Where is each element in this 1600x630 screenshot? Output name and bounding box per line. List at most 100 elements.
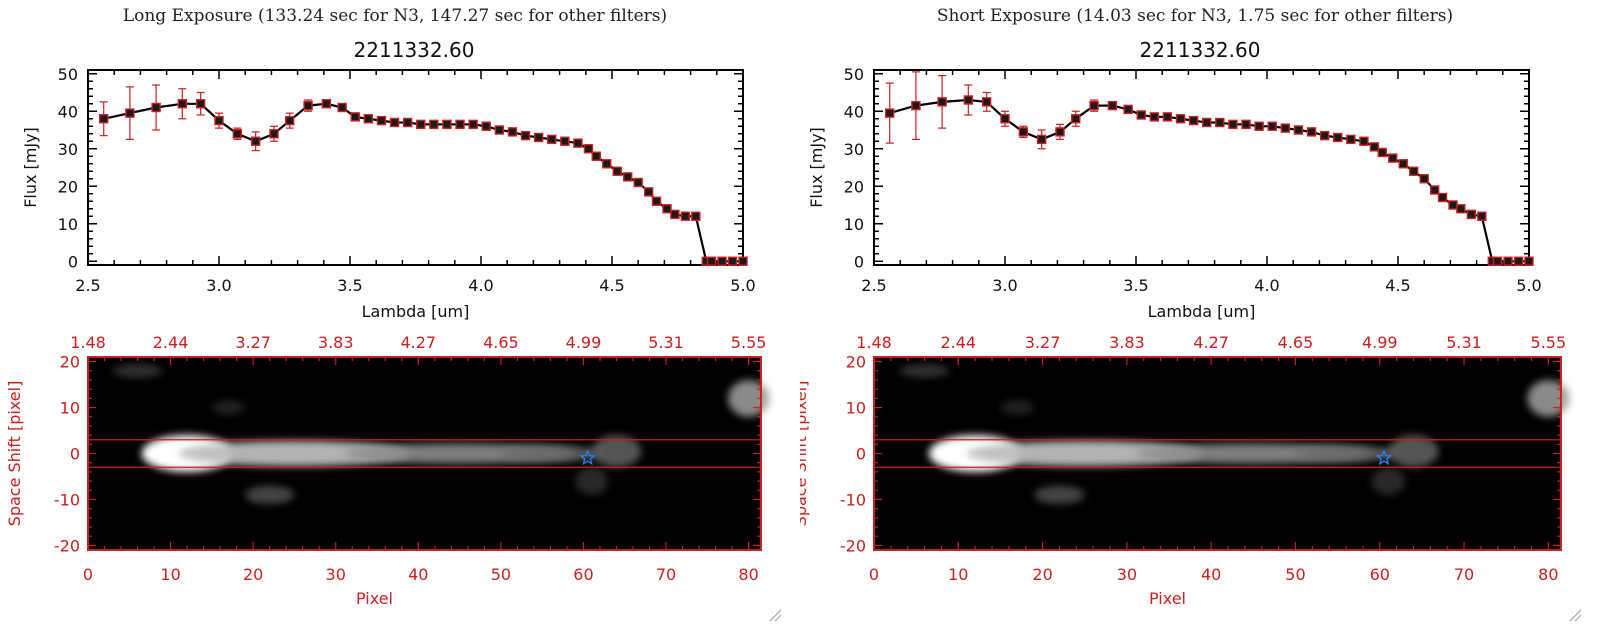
data-point bbox=[911, 100, 921, 111]
x-tick-label: 4.0 bbox=[1254, 276, 1279, 295]
emission-blob bbox=[178, 440, 411, 467]
data-point bbox=[1409, 166, 1419, 176]
y-axis-label: Flux [mJy] bbox=[21, 127, 40, 208]
y-tick-label: 10 bbox=[846, 399, 866, 418]
data-point bbox=[520, 130, 531, 141]
x-tick-label: 3.0 bbox=[206, 276, 231, 295]
data-point bbox=[507, 127, 518, 137]
data-point bbox=[1333, 132, 1343, 143]
resize-grip-icon[interactable] bbox=[1568, 608, 1582, 622]
x-tick-label: 3.5 bbox=[337, 276, 362, 295]
x-tick-label: 50 bbox=[1285, 565, 1305, 584]
emission-blob bbox=[1295, 445, 1397, 462]
data-point bbox=[670, 209, 680, 220]
data-point bbox=[1437, 192, 1448, 203]
data-point bbox=[1055, 127, 1065, 137]
x-tick-label: 4.5 bbox=[599, 276, 624, 295]
y-axis-label: Flux [mJy] bbox=[807, 127, 826, 208]
x-tick-label: 5.0 bbox=[1516, 276, 1541, 295]
data-point bbox=[680, 211, 691, 221]
data-point bbox=[125, 108, 135, 118]
emission-blob bbox=[899, 363, 950, 378]
y-tick-label: 30 bbox=[58, 140, 78, 159]
data-point bbox=[416, 119, 426, 130]
x-tick-label: 80 bbox=[738, 565, 758, 584]
data-point bbox=[727, 256, 738, 266]
x-tick-label: 10 bbox=[160, 565, 180, 584]
y-tick-label: 50 bbox=[58, 65, 78, 84]
data-point bbox=[1492, 256, 1503, 266]
data-point bbox=[560, 136, 570, 146]
exposure-caption: Short Exposure (14.03 sec for N3, 1.75 s… bbox=[936, 6, 1454, 26]
data-point bbox=[376, 115, 387, 126]
plots-svg: 2211332.60 2.5 3.0 3.5 4.0 4.5 5.0 0 10 20 30 40 50… bbox=[800, 38, 1570, 608]
x-tick-label: 20 bbox=[1032, 565, 1052, 584]
top-tick-label: 3.27 bbox=[235, 333, 271, 352]
plots-svg: 2211332.60 2.5 3.0 3.5 4.0 4.5 5.0 0 10 20 30 40 50… bbox=[5, 38, 770, 608]
data-point bbox=[885, 108, 895, 118]
data-point bbox=[1228, 119, 1238, 130]
data-point bbox=[1398, 159, 1408, 169]
data-point bbox=[232, 129, 243, 139]
y-tick-label: 20 bbox=[60, 353, 80, 372]
data-point bbox=[533, 132, 544, 143]
emission-blob bbox=[575, 467, 609, 495]
x-tick-label: 30 bbox=[1117, 565, 1137, 584]
data-point bbox=[963, 95, 974, 105]
y-tick-label: 40 bbox=[844, 102, 864, 121]
data-point bbox=[99, 114, 109, 124]
data-point bbox=[494, 125, 505, 135]
plot-frame bbox=[87, 69, 744, 266]
top-tick-label: 4.27 bbox=[1193, 333, 1229, 352]
data-point bbox=[303, 100, 313, 111]
y-tick-label: 20 bbox=[846, 353, 866, 372]
data-point bbox=[1306, 127, 1317, 137]
emission-blob bbox=[1371, 467, 1406, 495]
image-plot: 0 10 20 30 40 50 60 70 80 1.48 2.44 3.27 3.83 4.27 4.6… bbox=[800, 333, 1570, 608]
data-point bbox=[651, 196, 662, 206]
data-point bbox=[738, 256, 748, 266]
spectrum-title: 2211332.60 bbox=[1140, 38, 1261, 62]
top-tick-label: 4.65 bbox=[483, 333, 519, 352]
data-point bbox=[1202, 117, 1212, 128]
emission-blob bbox=[1034, 485, 1085, 505]
data-point bbox=[321, 99, 332, 109]
data-point bbox=[573, 138, 583, 148]
panel-long-exposure: Long Exposure (133.24 sec for N3, 147.27… bbox=[0, 0, 790, 630]
y-tick-label: 50 bbox=[844, 65, 864, 84]
data-point bbox=[1254, 121, 1264, 131]
star-icon bbox=[1375, 449, 1393, 466]
top-tick-label: 4.27 bbox=[400, 333, 436, 352]
y-axis-label: Space Shift [pixel] bbox=[5, 381, 24, 527]
data-point bbox=[269, 129, 279, 139]
y-tick-label: -10 bbox=[54, 490, 80, 509]
data-point bbox=[468, 119, 478, 130]
y-tick-label: 10 bbox=[58, 215, 78, 234]
x-tick-label: 80 bbox=[1538, 565, 1558, 584]
top-tick-label: 1.48 bbox=[70, 333, 106, 352]
x-tick-label: 5.0 bbox=[730, 276, 755, 295]
x-tick-label: 60 bbox=[1370, 565, 1390, 584]
data-point bbox=[350, 112, 360, 122]
data-point bbox=[1000, 114, 1010, 124]
top-tick-label: 3.83 bbox=[318, 333, 354, 352]
plot-frame bbox=[873, 69, 1530, 266]
top-tick-label: 4.99 bbox=[1362, 333, 1398, 352]
emission-blob bbox=[1527, 379, 1570, 417]
emission-blob bbox=[1388, 435, 1439, 468]
image-plot: 0 10 20 30 40 50 60 70 80 1.48 2.44 3.27 3.83 4.27 4.6… bbox=[5, 333, 770, 608]
data-point bbox=[633, 177, 643, 188]
y-tick-label: 0 bbox=[854, 252, 864, 271]
data-point bbox=[1089, 100, 1099, 111]
data-point bbox=[337, 102, 347, 113]
data-point bbox=[602, 159, 612, 169]
data-point bbox=[429, 119, 439, 130]
data-point bbox=[1267, 121, 1277, 131]
data-point bbox=[662, 204, 672, 214]
resize-grip-icon[interactable] bbox=[768, 608, 782, 622]
y-tick-label: 10 bbox=[844, 215, 864, 234]
data-point bbox=[717, 256, 727, 266]
data-point bbox=[363, 114, 374, 124]
x-tick-label: 70 bbox=[656, 565, 676, 584]
emission-blob bbox=[244, 485, 295, 505]
